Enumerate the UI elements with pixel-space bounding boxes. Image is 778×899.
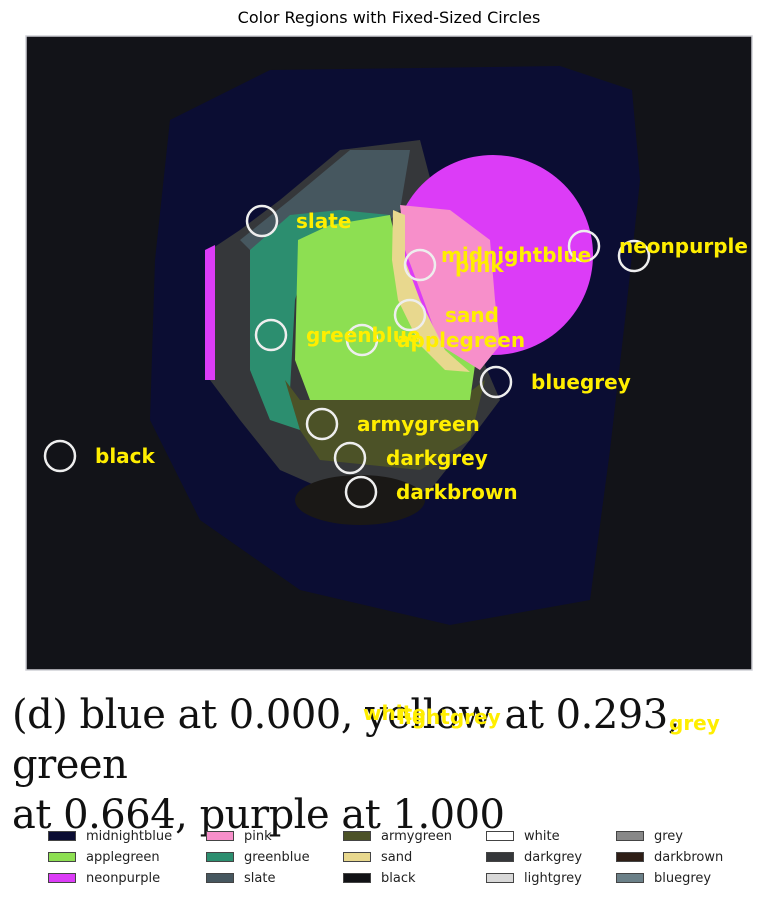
legend-swatch	[486, 831, 514, 841]
region-armygreen	[285, 380, 485, 470]
legend-item: grey	[616, 826, 683, 846]
legend-swatch	[616, 873, 644, 883]
legend-item: applegreen	[48, 847, 160, 867]
circle-label-greenblue: greenblue	[306, 323, 421, 347]
legend-swatch	[206, 831, 234, 841]
marker-circle-darkgrey	[333, 441, 367, 475]
circle-label-neonpurple: neonpurple	[619, 234, 748, 258]
legend-item: slate	[206, 868, 275, 888]
legend-item: bluegrey	[616, 868, 711, 888]
region-darkbrown	[295, 475, 425, 525]
caption-line-1: (d) blue at 0.000, yellow at 0.293, gree…	[12, 692, 680, 788]
marker-circle-greenblue	[254, 318, 288, 352]
circle-label-pink: pink	[455, 253, 504, 277]
marker-circle-black	[43, 439, 77, 473]
legend-swatch	[343, 852, 371, 862]
legend-swatch	[486, 873, 514, 883]
legend-item: greenblue	[206, 847, 310, 867]
marker-circle-sand	[393, 298, 427, 332]
legend-item: pink	[206, 826, 272, 846]
legend-label: neonpurple	[86, 870, 161, 886]
figure-title: Color Regions with Fixed-Sized Circles	[237, 8, 541, 27]
marker-circle-applegreen	[345, 323, 379, 357]
circle-label-midnightblue: midnightblue	[441, 243, 591, 267]
legend-label: black	[381, 870, 416, 886]
region-pink	[400, 205, 500, 370]
marker-circle-slate	[245, 204, 279, 238]
marker-circle-midnightblue	[567, 229, 601, 263]
legend-item: white	[486, 826, 560, 846]
legend-label: pink	[244, 828, 272, 844]
marker-circle-neonpurple	[617, 239, 651, 273]
legend-label: bluegrey	[654, 870, 712, 886]
legend-label: grey	[654, 828, 684, 844]
circle-label-applegreen: applegreen	[397, 328, 525, 352]
color-region-figure: slate midnightblue pink neonpurple sand …	[25, 35, 753, 671]
legend-label: lightgrey	[524, 870, 582, 886]
marker-circle-pink	[403, 248, 437, 282]
legend-item: darkbrown	[616, 847, 723, 867]
circle-label-sand: sand	[445, 303, 499, 327]
legend-item: lightgrey	[486, 868, 582, 888]
caption-line-2: at 0.664, purple at 1.000	[12, 792, 505, 838]
region-neonpurple-edge	[205, 245, 215, 380]
circle-label-armygreen: armygreen	[357, 412, 480, 436]
legend-item: midnightblue	[48, 826, 172, 846]
circle-label-slate: slate	[296, 209, 351, 233]
legend-item: neonpurple	[48, 868, 160, 888]
legend-swatch	[48, 831, 76, 841]
region-sand	[392, 210, 470, 372]
figure-caption: (d) blue at 0.000, yellow at 0.293, gree…	[12, 690, 772, 840]
marker-circle-darkbrown	[344, 475, 378, 509]
legend-label: midnightblue	[86, 828, 173, 844]
legend-swatch	[48, 873, 76, 883]
legend-swatch	[486, 852, 514, 862]
circle-label-bluegrey: bluegrey	[531, 370, 631, 394]
legend-swatch	[343, 831, 371, 841]
legend-item: black	[343, 868, 416, 888]
legend-swatch	[48, 852, 76, 862]
legend-swatch	[206, 852, 234, 862]
legend-item: armygreen	[343, 826, 452, 846]
legend-swatch	[616, 852, 644, 862]
legend-label: applegreen	[86, 849, 160, 865]
legend-label: darkgrey	[524, 849, 583, 865]
legend-item: darkgrey	[486, 847, 582, 867]
legend-label: greenblue	[244, 849, 310, 865]
color-legend: midnightblue applegreen neonpurple pink …	[48, 826, 768, 892]
circle-label-black: black	[95, 444, 156, 468]
legend-label: sand	[381, 849, 413, 865]
circle-label-darkgrey: darkgrey	[386, 446, 488, 470]
marker-circle-bluegrey	[479, 365, 513, 399]
legend-item: sand	[343, 847, 412, 867]
legend-label: white	[524, 828, 560, 844]
legend-label: darkbrown	[654, 849, 724, 865]
marker-circle-armygreen	[305, 407, 339, 441]
region-greenblue	[250, 210, 390, 430]
legend-swatch	[343, 873, 371, 883]
circle-label-darkbrown: darkbrown	[396, 480, 518, 504]
legend-label: armygreen	[381, 828, 452, 844]
legend-swatch	[616, 831, 644, 841]
legend-label: slate	[244, 870, 276, 886]
legend-swatch	[206, 873, 234, 883]
